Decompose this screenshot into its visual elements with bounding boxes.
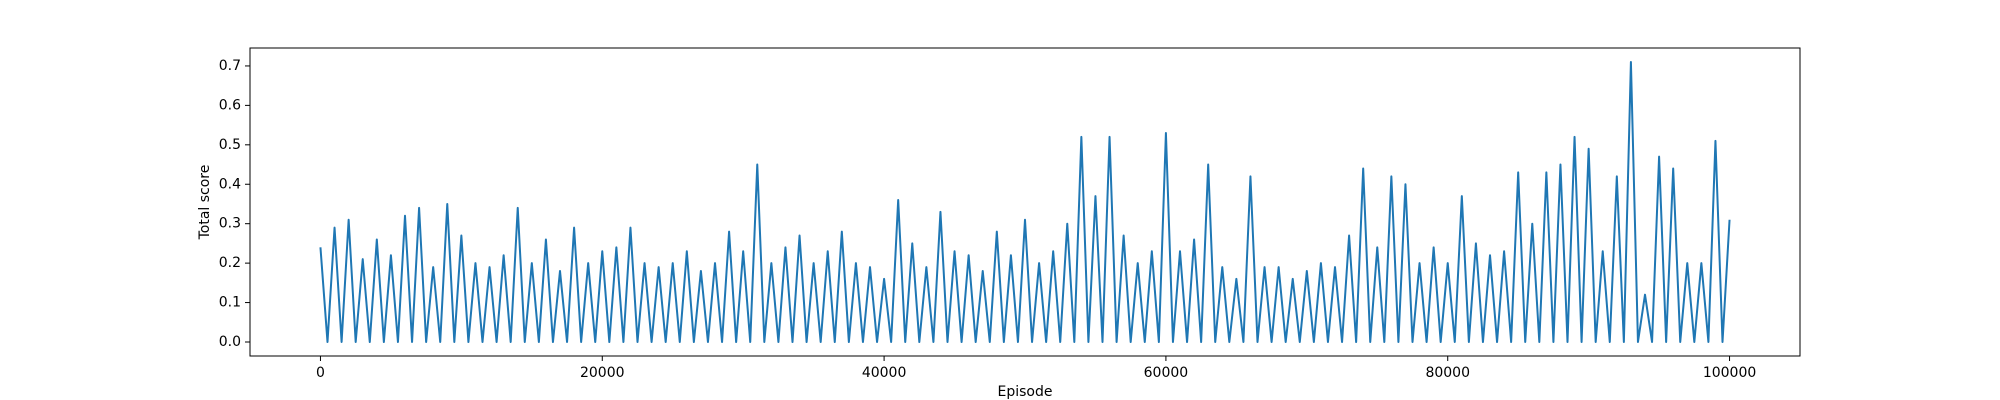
- y-tick-label: 0.6: [219, 97, 241, 113]
- series-line: [319, 61, 1731, 343]
- y-tick-label: 0.1: [219, 295, 241, 311]
- x-tick-label: 0: [316, 365, 325, 381]
- y-tick-label: 0.2: [219, 255, 241, 271]
- x-tick-label: 80000: [1425, 365, 1470, 381]
- plot-frame: [249, 47, 1801, 357]
- x-axis-label: Episode: [998, 384, 1053, 400]
- y-tick-label: 0.7: [219, 58, 241, 74]
- x-tick-label: 20000: [580, 365, 625, 381]
- y-tick-label: 0.5: [219, 137, 241, 153]
- x-tick-label: 40000: [862, 365, 907, 381]
- y-tick-label: 0.0: [219, 334, 241, 350]
- y-axis-label: Total score: [197, 165, 213, 241]
- y-tick-label: 0.4: [219, 176, 241, 192]
- x-tick-label: 100000: [1703, 365, 1756, 381]
- y-tick-label: 0.3: [219, 216, 241, 232]
- x-tick-label: 60000: [1144, 365, 1189, 381]
